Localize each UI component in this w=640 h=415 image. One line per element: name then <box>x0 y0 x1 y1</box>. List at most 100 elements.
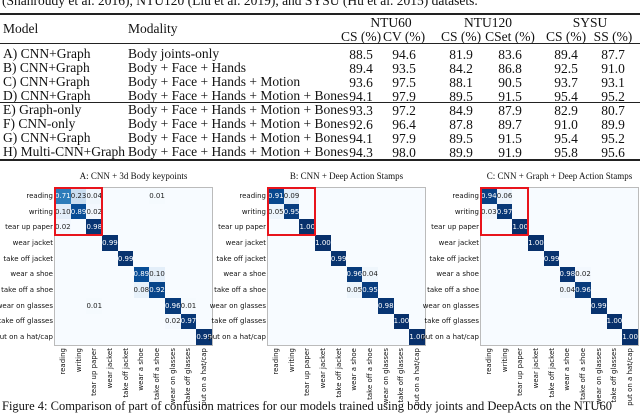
matrix-cell: 0.01 <box>86 297 103 314</box>
row-value: 87.9 <box>498 103 522 118</box>
y-tick-label: writing <box>28 207 53 216</box>
header-subcol: CSet (%) <box>485 29 535 44</box>
header-ntu60: NTU60 <box>370 15 412 30</box>
row-value: 83.6 <box>498 47 522 62</box>
row-value: 82.9 <box>554 103 578 118</box>
row-modality: Body joints-only <box>128 46 220 61</box>
row-value: 91.9 <box>498 145 522 160</box>
y-tick-label: take off jacket <box>3 254 53 263</box>
header-subcol: SS (%) <box>593 29 633 44</box>
header-sysu: SYSU <box>572 15 608 30</box>
row-value: 90.5 <box>498 75 522 90</box>
row-model: D) CNN+Graph <box>3 88 91 103</box>
matrix-cell: 0.02 <box>575 266 591 283</box>
matrix-cell: 0.04 <box>362 266 378 283</box>
matrix-cell: 0.23 <box>70 188 87 204</box>
row-model: E) Graph-only <box>3 102 82 117</box>
row-model: B) CNN+Graph <box>3 60 90 75</box>
matrix-cell: 0.97 <box>496 203 513 220</box>
x-tick-label: reading <box>271 348 280 375</box>
matrix-cell: 0.09 <box>283 188 300 204</box>
row-value: 94.1 <box>349 89 373 104</box>
header-modality: Modality <box>128 21 178 36</box>
row-value: 92.6 <box>349 117 373 132</box>
row-value: 92.5 <box>554 61 578 76</box>
matrix-cell: 0.02 <box>55 219 71 236</box>
x-tick-label: writing <box>500 348 509 373</box>
row-value: 89.9 <box>601 117 625 132</box>
y-tick-label: take off a shoe <box>1 286 53 295</box>
row-value: 80.7 <box>601 103 625 118</box>
y-tick-label: take off a shoe <box>427 286 479 295</box>
x-tick-label: take off glasses <box>184 348 193 403</box>
matrix-cell: 0.04 <box>86 188 103 204</box>
matrix-cell: 0.04 <box>559 282 576 298</box>
row-value: 89.5 <box>449 131 473 146</box>
x-tick-label: take off jacket <box>334 348 343 398</box>
y-tick-label: wear jacket <box>12 238 53 247</box>
matrix-cell: 0.97 <box>180 313 197 330</box>
y-tick-label: wear a shoe <box>10 270 53 279</box>
row-value: 95.4 <box>554 131 578 146</box>
row-model: A) CNN+Graph <box>3 46 91 61</box>
group-rule <box>0 102 640 103</box>
matrix-cell: 0.91 <box>268 188 284 204</box>
row-value: 97.9 <box>392 89 416 104</box>
table-top-rule <box>0 13 640 15</box>
header-model: Model <box>3 21 39 36</box>
y-tick-label: wear jacket <box>225 238 266 247</box>
x-tick-label: take off glasses <box>397 348 406 403</box>
matrix-cell: 0.05 <box>346 282 363 298</box>
row-value: 93.1 <box>601 75 625 90</box>
matrix-cell: 0.92 <box>149 282 165 298</box>
matrix-cell: 0.96 <box>346 266 363 283</box>
y-tick-label: reading <box>452 191 479 200</box>
row-value: 94.1 <box>349 131 373 146</box>
row-value: 86.8 <box>498 61 522 76</box>
x-tick-label: tear up paper <box>90 348 99 396</box>
highlight-box <box>54 187 104 237</box>
row-value: 97.5 <box>392 75 416 90</box>
matrix-cell: 0.03 <box>481 203 497 220</box>
matrix-cell: 0.02 <box>164 313 181 330</box>
matrix-cell: 0.71 <box>55 188 71 204</box>
y-tick-label: wear on glasses <box>209 301 266 310</box>
x-tick-label: wear on glasses <box>594 348 603 405</box>
matrix-cell: 0.98 <box>86 219 103 236</box>
y-tick-label: put on a hat/cap <box>0 333 53 342</box>
y-tick-label: wear jacket <box>438 238 479 247</box>
x-tick-label: wear a shoe <box>350 348 359 391</box>
matrix-cell: 0.05 <box>268 203 284 220</box>
y-tick-label: take off jacket <box>429 254 479 263</box>
row-value: 89.7 <box>498 117 522 132</box>
row-value: 93.5 <box>392 61 416 76</box>
x-tick-label: wear jacket <box>531 348 540 389</box>
row-value: 89.9 <box>449 145 473 160</box>
header-subcol: CS (%) <box>545 29 587 44</box>
header-rule <box>0 43 640 44</box>
row-modality: Body + Face + Hands + Motion + Bones <box>128 144 349 159</box>
figure-caption: Figure 4: Comparison of part of confusio… <box>2 399 612 413</box>
row-value: 97.9 <box>392 131 416 146</box>
matrix-cell: 0.99 <box>590 297 607 314</box>
matrix-cell: 1.00 <box>512 219 529 236</box>
row-value: 84.9 <box>449 103 473 118</box>
matrix-cell: 0.95 <box>362 282 378 298</box>
row-value: 89.4 <box>554 47 578 62</box>
x-tick-label: put on a hat/cap <box>626 348 635 406</box>
y-tick-label: writing <box>454 207 479 216</box>
x-tick-label: reading <box>58 348 67 375</box>
matrix-cell: 0.10 <box>149 266 165 283</box>
x-tick-label: take off a shoe <box>579 348 588 400</box>
row-value: 91.0 <box>554 117 578 132</box>
y-tick-label: tear up paper <box>5 223 53 232</box>
row-value: 91.0 <box>601 61 625 76</box>
y-tick-label: tear up paper <box>431 223 479 232</box>
row-value: 95.2 <box>601 89 625 104</box>
x-tick-label: take off jacket <box>121 348 130 398</box>
x-tick-label: reading <box>484 348 493 375</box>
matrix-cell: 0.08 <box>133 282 150 298</box>
y-tick-label: take off a shoe <box>214 286 266 295</box>
header-ntu120: NTU120 <box>464 15 512 30</box>
y-tick-label: take off glasses <box>424 317 479 326</box>
